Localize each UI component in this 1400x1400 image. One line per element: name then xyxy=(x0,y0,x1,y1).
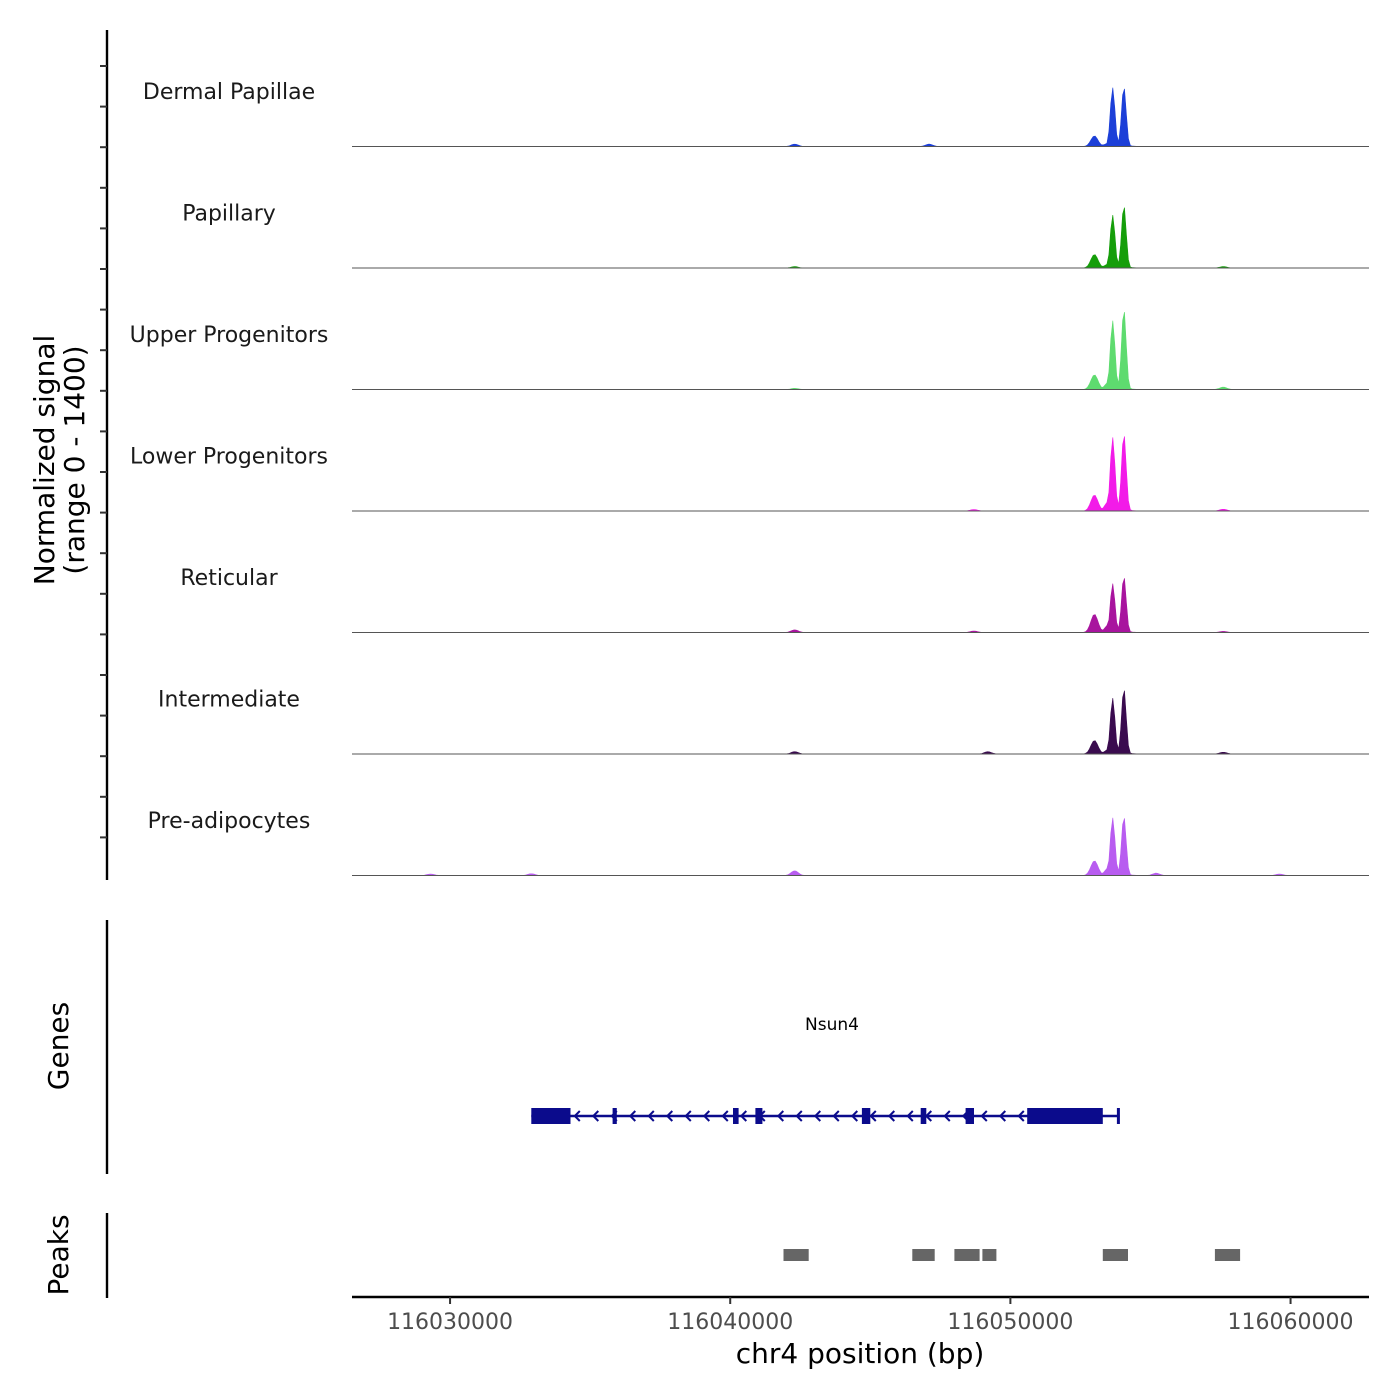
peak-track xyxy=(105,1213,1241,1298)
gene-exon xyxy=(612,1108,617,1124)
gene-name-label: Nsun4 xyxy=(805,1015,859,1035)
track-label-0: Dermal Papillae xyxy=(143,80,315,105)
track-3: Lower Progenitors xyxy=(130,436,1369,512)
gene-strand-arrow xyxy=(721,1110,729,1122)
gene-strand-arrow xyxy=(906,1110,914,1122)
gene-track: Nsun4 xyxy=(105,920,1120,1174)
peaks-panel-title: Peaks xyxy=(42,1214,75,1295)
track-1: Papillary xyxy=(182,202,1369,269)
peak-region-5 xyxy=(1214,1249,1241,1261)
gene-exon xyxy=(1116,1108,1120,1124)
x-tick-label: 116040000 xyxy=(667,1310,793,1335)
gene-strand-arrow xyxy=(702,1110,711,1122)
gene-strand-arrow xyxy=(813,1110,822,1122)
gene-exon xyxy=(733,1108,739,1124)
x-tick-label: 116060000 xyxy=(1228,1310,1354,1335)
gene-exon xyxy=(1027,1108,1103,1124)
track-label-5: Intermediate xyxy=(158,688,300,713)
y-axis-title-line2: (range 0 - 1400) xyxy=(58,345,91,574)
track-area-0 xyxy=(352,87,1369,147)
gene-strand-arrow xyxy=(795,1110,803,1122)
gene-exon xyxy=(861,1108,871,1124)
track-0: Dermal Papillae xyxy=(143,80,1369,147)
gene-strand-arrow xyxy=(1017,1110,1025,1122)
track-area-1 xyxy=(352,207,1369,269)
track-6: Pre-adipocytes xyxy=(148,809,1369,876)
gene-strand-arrow xyxy=(980,1110,988,1122)
signal-tracks: Dermal Papillae Papillary Upper Progenitor… xyxy=(130,80,1369,876)
gene-strand-arrow xyxy=(628,1110,637,1122)
track-label-3: Lower Progenitors xyxy=(130,445,328,470)
gene-strand-arrow xyxy=(832,1110,840,1122)
gene-strand-arrow xyxy=(998,1110,1007,1122)
gene-exon xyxy=(755,1108,763,1124)
peak-region-1 xyxy=(912,1249,935,1261)
track-area-3 xyxy=(352,436,1369,512)
gene-strand-arrow xyxy=(739,1110,748,1122)
gene-strand-arrow xyxy=(573,1110,581,1122)
gene-strand-arrow xyxy=(887,1110,896,1122)
track-area-6 xyxy=(352,817,1369,876)
x-axis: 116030000 116040000 116050000 116060000 xyxy=(352,1295,1369,1335)
track-label-1: Papillary xyxy=(182,202,276,227)
gene-strand-arrow xyxy=(776,1110,785,1122)
gene-exon xyxy=(965,1108,974,1124)
track-area-4 xyxy=(352,578,1369,633)
signal-y-axis xyxy=(100,30,109,880)
gene-strand-arrow xyxy=(665,1110,674,1122)
gene-0: Nsun4 xyxy=(531,1015,1120,1124)
track-area-5 xyxy=(352,690,1369,755)
y-axis-title-line1: Normalized signal xyxy=(28,335,61,586)
gene-exon xyxy=(920,1108,927,1124)
gene-strand-arrow xyxy=(591,1110,600,1122)
gene-strand-arrow xyxy=(647,1110,655,1122)
gene-strand-arrow xyxy=(943,1110,951,1122)
track-label-2: Upper Progenitors xyxy=(130,323,329,348)
track-label-6: Pre-adipocytes xyxy=(148,809,311,834)
peak-region-4 xyxy=(1102,1249,1128,1261)
x-tick-label: 116050000 xyxy=(947,1310,1073,1335)
track-2: Upper Progenitors xyxy=(130,312,1369,390)
peak-region-2 xyxy=(954,1249,980,1261)
track-label-4: Reticular xyxy=(180,566,278,591)
genes-panel-title: Genes xyxy=(42,1002,75,1090)
x-tick-label: 116030000 xyxy=(387,1310,513,1335)
gene-exon xyxy=(531,1108,571,1124)
track-5: Intermediate xyxy=(158,688,1369,755)
track-area-2 xyxy=(352,312,1369,390)
gene-strand-arrow xyxy=(684,1110,692,1122)
track-4: Reticular xyxy=(180,566,1369,633)
peak-region-3 xyxy=(982,1249,997,1261)
peak-region-0 xyxy=(783,1249,809,1261)
gene-strand-arrow xyxy=(869,1110,877,1122)
x-axis-title: chr4 position (bp) xyxy=(736,1337,985,1370)
gene-strand-arrow xyxy=(850,1110,859,1122)
